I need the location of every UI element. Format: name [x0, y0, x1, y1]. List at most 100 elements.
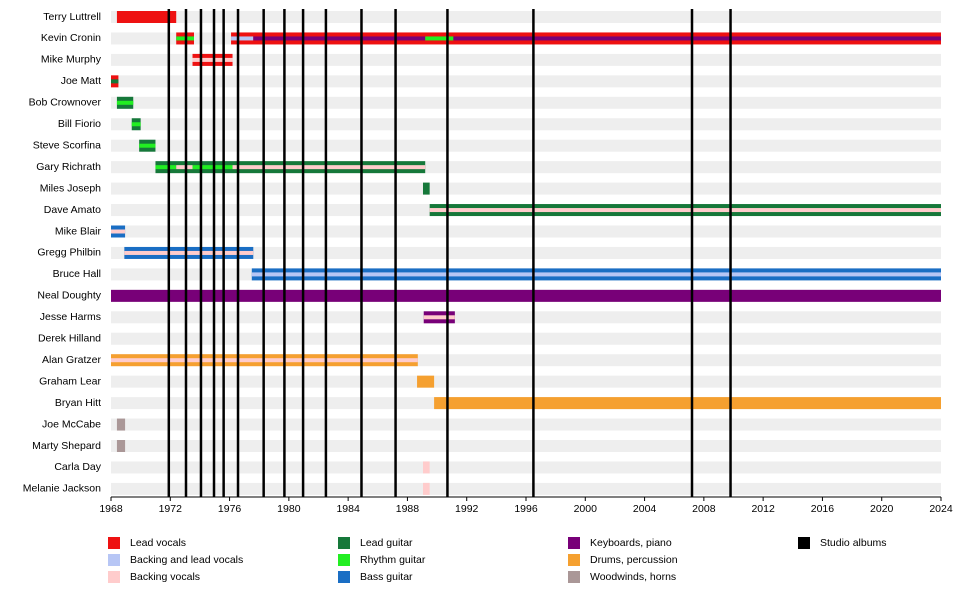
x-tick-label: 2012 [751, 503, 775, 515]
legend-label: Keyboards, piano [590, 537, 672, 549]
row-band [111, 11, 941, 23]
row-band [111, 53, 941, 66]
member-name: Steve Scorfina [33, 139, 101, 151]
x-tick-label: 1996 [514, 503, 538, 515]
legend-label: Drums, percussion [590, 554, 678, 566]
role-stripe [139, 143, 156, 148]
row-band [111, 482, 941, 495]
row-band [111, 311, 941, 324]
row-band [111, 118, 941, 131]
member-name: Melanie Jackson [23, 483, 101, 495]
x-tick-label: 1992 [455, 503, 479, 515]
member-name: Terry Luttrell [43, 11, 101, 23]
x-tick-label: 2024 [929, 503, 953, 515]
member-name: Bruce Hall [53, 268, 101, 280]
legend-label: Backing vocals [130, 571, 200, 583]
role-stripe [192, 165, 233, 170]
x-tick-label: 2000 [574, 503, 598, 515]
row-band [111, 75, 941, 88]
role-stripe [176, 165, 193, 170]
legend-label: Lead vocals [130, 537, 186, 549]
member-bar [434, 397, 941, 410]
role-stripe [111, 229, 126, 234]
legend-label: Studio albums [820, 537, 887, 549]
legend-swatch [108, 554, 120, 566]
member-bar [422, 461, 430, 474]
role-stripe [423, 315, 455, 320]
member-name: Marty Shepard [32, 440, 101, 452]
member-name: Mike Murphy [41, 54, 102, 66]
legend-swatch [568, 554, 580, 566]
member-name: Gregg Philbin [37, 247, 101, 259]
row-band [111, 461, 941, 474]
member-name: Graham Lear [39, 375, 101, 387]
role-stripe [429, 208, 941, 213]
legend-swatch [568, 537, 580, 549]
member-name: Dave Amato [44, 204, 101, 216]
row-band [111, 440, 941, 452]
legend-swatch [108, 537, 120, 549]
row-band [111, 246, 941, 259]
row-band [111, 418, 941, 431]
member-bar [111, 289, 941, 302]
role-stripe [124, 250, 254, 255]
role-stripe [116, 100, 134, 105]
x-tick-label: 1980 [277, 503, 301, 515]
member-name: Bob Crownover [29, 97, 102, 109]
role-stripe [155, 165, 177, 170]
member-name: Gary Richrath [36, 161, 101, 173]
role-stripe [231, 36, 254, 41]
member-name: Miles Joseph [40, 182, 101, 194]
member-name: Neal Doughty [37, 290, 101, 302]
role-stripe [425, 36, 454, 41]
row-band [111, 375, 941, 388]
row-band [111, 332, 941, 345]
x-tick-label: 2004 [633, 503, 657, 515]
role-stripe [192, 57, 233, 62]
x-tick-label: 2016 [811, 503, 835, 515]
member-name: Derek Hilland [38, 333, 101, 345]
member-name: Bryan Hitt [55, 397, 101, 409]
member-name: Kevin Cronin [41, 32, 101, 44]
row-band [111, 225, 941, 238]
x-tick-label: 2020 [870, 503, 894, 515]
legend-label: Lead guitar [360, 537, 413, 549]
role-stripe [251, 272, 941, 277]
x-tick-label: 1976 [218, 503, 242, 515]
member-name: Alan Gratzer [42, 354, 101, 366]
role-stripe [111, 79, 119, 84]
member-bar [116, 418, 126, 431]
legend-swatch [568, 571, 580, 583]
x-tick-label: 2008 [692, 503, 716, 515]
role-stripe [453, 36, 941, 41]
legend-label: Rhythm guitar [360, 554, 426, 566]
row-band [111, 96, 941, 109]
legend-swatch [108, 571, 120, 583]
member-bar [116, 440, 126, 452]
member-name: Carla Day [54, 461, 101, 473]
x-tick-label: 1972 [159, 503, 183, 515]
role-stripe [232, 165, 426, 170]
member-name: Jesse Harms [40, 311, 101, 323]
member-name: Bill Fiorio [58, 118, 101, 130]
member-name: Mike Blair [55, 225, 102, 237]
row-band [111, 139, 941, 152]
row-band [111, 182, 941, 195]
member-bar [417, 375, 435, 388]
member-bar [422, 182, 430, 195]
legend-swatch [798, 537, 810, 549]
x-tick-label: 1984 [336, 503, 360, 515]
role-stripe [131, 122, 141, 127]
legend-swatch [338, 571, 350, 583]
member-name: Joe McCabe [42, 418, 101, 430]
member-name: Joe Matt [61, 75, 101, 87]
member-bar [116, 11, 177, 23]
legend-label: Backing and lead vocals [130, 554, 243, 566]
role-stripe [253, 36, 426, 41]
legend-swatch [338, 537, 350, 549]
x-tick-label: 1988 [396, 503, 420, 515]
x-tick-label: 1968 [99, 503, 123, 515]
legend-swatch [338, 554, 350, 566]
legend-label: Woodwinds, horns [590, 571, 676, 583]
